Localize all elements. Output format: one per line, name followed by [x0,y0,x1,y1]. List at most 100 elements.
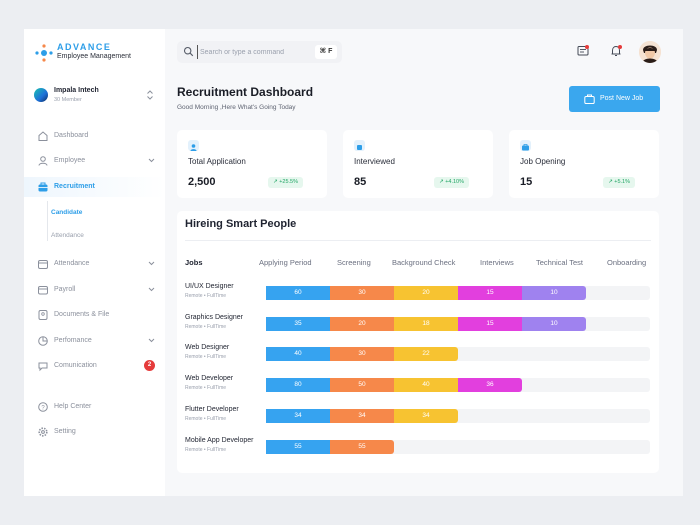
chevron-down-icon [148,261,155,266]
company-avatar [34,88,48,102]
pipeline-segment[interactable]: 50 [330,378,394,393]
column-header-technical-test: Technical Test [536,258,583,267]
sidebar-item-label: Perfomance [54,337,92,344]
panel-title: Hireing Smart People [185,218,297,230]
trend-value: +25.5% [279,179,298,185]
search-icon [183,46,194,57]
post-new-job-label: Post New Job [600,95,644,102]
pipeline-segment[interactable]: 22 [394,347,458,362]
user-plus-icon [188,140,199,151]
job-type: Remote • FullTime [185,354,227,361]
brand-name: ADVANCE [57,42,112,52]
sidebar-item-label: Dashboard [54,132,89,139]
chevron-down-icon [148,287,155,292]
pipeline-segment[interactable]: 40 [394,378,458,393]
sidebar-item-communication[interactable]: Comunication 2 [24,356,165,376]
notification-badge: 2 [144,360,155,371]
pipeline-segment[interactable]: 10 [522,286,586,300]
company-switcher[interactable]: Impala Intech 30 Member [34,86,158,108]
pipeline-segment[interactable]: 40 [266,347,330,362]
document-icon [38,310,48,320]
sidebar-item-dashboard[interactable]: Dashboard [24,126,165,146]
sidebar: ADVANCE Employee Management Impala Intec… [24,29,165,496]
subnav-divider [47,201,48,241]
sidebar-item-label: Documents & File [54,311,110,318]
briefcase-icon [38,182,48,192]
pipeline-track: 35 20 18 15 10 [266,316,650,331]
stat-label: Job Opening [520,157,566,166]
bell-icon[interactable] [609,44,623,58]
sidebar-item-help-center[interactable]: ? Help Center [24,397,165,417]
pipeline-segment[interactable]: 30 [330,347,394,362]
sidebar-item-performance[interactable]: Perfomance [24,331,165,351]
pipeline-segment[interactable]: 34 [394,408,458,423]
profile-picture-icon [639,41,661,63]
job-type: Remote • FullTime [185,293,227,299]
chart-icon [38,336,48,346]
sidebar-item-recruitment[interactable]: Recruitment [24,177,165,197]
trend-badge: ↗ +5.1% [603,177,635,188]
job-type: Remote • FullTime [185,415,227,422]
pipeline-segment[interactable]: 10 [522,316,586,331]
avatar[interactable] [639,41,661,63]
pipeline-segment[interactable]: 55 [330,439,394,454]
briefcase-icon [520,140,531,151]
brand-logo[interactable]: ADVANCE Employee Management [35,42,160,64]
pipeline-segment[interactable]: 18 [394,316,458,331]
column-header-interviews: Interviews [480,258,514,267]
sidebar-item-attendance[interactable]: Attendance [24,254,165,274]
chevron-down-icon [148,338,155,343]
message-indicator [585,45,589,49]
pipeline-segment[interactable]: 55 [266,439,330,454]
pipeline-segment[interactable]: 36 [458,378,522,393]
message-icon[interactable] [576,44,590,58]
help-icon: ? [38,402,48,412]
stat-card-total-application[interactable]: Total Application 2,500 ↗ +25.5% [177,130,327,198]
pipeline-segment[interactable]: 34 [330,408,394,423]
interview-icon [354,140,365,151]
pipeline-track: 80 50 40 36 [266,378,650,393]
pipeline-segment[interactable]: 34 [266,408,330,423]
sidebar-item-setting[interactable]: Setting [24,422,165,442]
stat-label: Interviewed [354,157,395,166]
pipeline-track: 60 30 20 15 10 [266,286,650,300]
pipeline-segment[interactable]: 60 [266,286,330,300]
pipeline-segment[interactable]: 20 [330,316,394,331]
job-title[interactable]: UI/UX Designer [185,283,234,290]
sidebar-item-employee[interactable]: Employee [24,151,165,171]
pipeline-segment[interactable]: 15 [458,316,522,331]
post-new-job-button[interactable]: Post New Job [569,86,660,112]
stat-value: 15 [520,176,533,188]
keyboard-shortcut: ⌘ F [315,45,337,59]
pipeline-segment[interactable]: 30 [330,286,394,300]
job-title[interactable]: Flutter Developer [185,405,239,413]
search-bar[interactable]: ⌘ F [177,41,342,63]
job-title[interactable]: Web Developer [185,375,234,383]
pipeline-segment[interactable]: 15 [458,286,522,300]
svg-text:?: ? [41,405,45,411]
gear-icon [38,427,48,437]
subnav-attendance[interactable]: Attendance [51,232,84,239]
job-title[interactable]: Mobile App Developer [185,436,254,444]
sidebar-item-label: Payroll [54,286,76,293]
trend-value: +5.1% [614,179,630,185]
stat-value: 2,500 [188,176,216,188]
stat-card-interviewed[interactable]: Interviewed 85 ↗ +4.10% [343,130,493,198]
search-input[interactable] [197,45,309,59]
job-title[interactable]: Web Designer [185,344,230,352]
job-title[interactable]: Graphics Designer [185,313,243,321]
job-type: Remote • FullTime [185,446,227,453]
column-header-jobs: Jobs [185,258,203,267]
pipeline-segment[interactable]: 20 [394,286,458,300]
pipeline-track: 40 30 22 [266,347,650,362]
subnav-candidate[interactable]: Candidate [51,209,83,216]
sidebar-item-label: Employee [54,157,86,164]
hiring-panel: Hireing Smart People Jobs Applying Perio… [177,211,659,473]
pipeline-segment[interactable]: 35 [266,316,330,331]
sidebar-item-documents[interactable]: Documents & File [24,305,165,325]
sidebar-item-payroll[interactable]: Payroll [24,280,165,300]
stat-card-job-opening[interactable]: Job Opening 15 ↗ +5.1% [509,130,659,198]
chevron-down-icon [148,158,155,163]
pipeline-segment[interactable]: 80 [266,378,330,393]
sidebar-item-label: Comunication [54,362,97,369]
